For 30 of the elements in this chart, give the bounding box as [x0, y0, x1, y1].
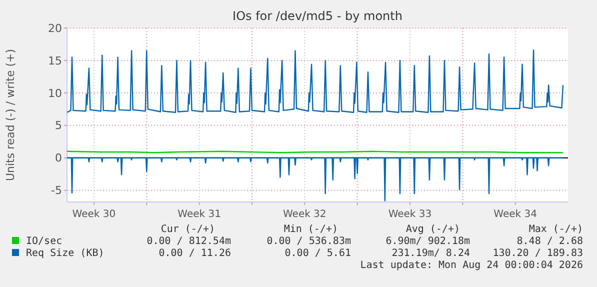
x-tick-label: Week 33 [388, 209, 432, 220]
y-tick-label: 15 [48, 54, 62, 68]
text: 130.20 / 189.83 [492, 248, 583, 259]
x-tick-label: Week 34 [494, 209, 537, 220]
y-tick-label: -5 [51, 184, 62, 198]
y-tick-label: 0 [55, 152, 62, 165]
text: Min (-/+) [284, 224, 338, 235]
legend-label: IO/sec [26, 236, 62, 247]
text: 0.00 / 812.54m [146, 236, 231, 247]
text: 6.90m/ 902.18m [386, 236, 470, 247]
text: Cur (-/+) [160, 224, 215, 235]
y-tick-label: 10 [48, 86, 62, 100]
line-series [66, 49, 564, 114]
x-tick-label: Week 30 [72, 209, 116, 220]
text: 8.48 / 2.68 [516, 236, 583, 247]
x-tick-label: Week 31 [178, 209, 221, 220]
y-tick-label: 5 [55, 119, 62, 132]
text: Last update: Mon Aug 24 00:00:04 2026 [360, 260, 583, 271]
y-tick-label: 20 [48, 22, 62, 35]
line-series [66, 157, 564, 202]
text: 231.19m/ 8.24 [392, 248, 470, 259]
y-axis-title: Units read (-) / write (+) [4, 48, 17, 182]
x-tick-label: Week 32 [282, 209, 326, 220]
text: 0.00 / 11.26 [158, 248, 231, 259]
text: 0.00 / 536.83m [266, 236, 351, 247]
text: Avg (-/+) [406, 224, 460, 235]
text: Max (-/+) [528, 224, 583, 235]
text: 0.00 / 5.61 [284, 248, 351, 259]
chart-title: IOs for /dev/md5 - by month [232, 9, 402, 23]
legend-label: Req Size (KB) [26, 248, 104, 259]
